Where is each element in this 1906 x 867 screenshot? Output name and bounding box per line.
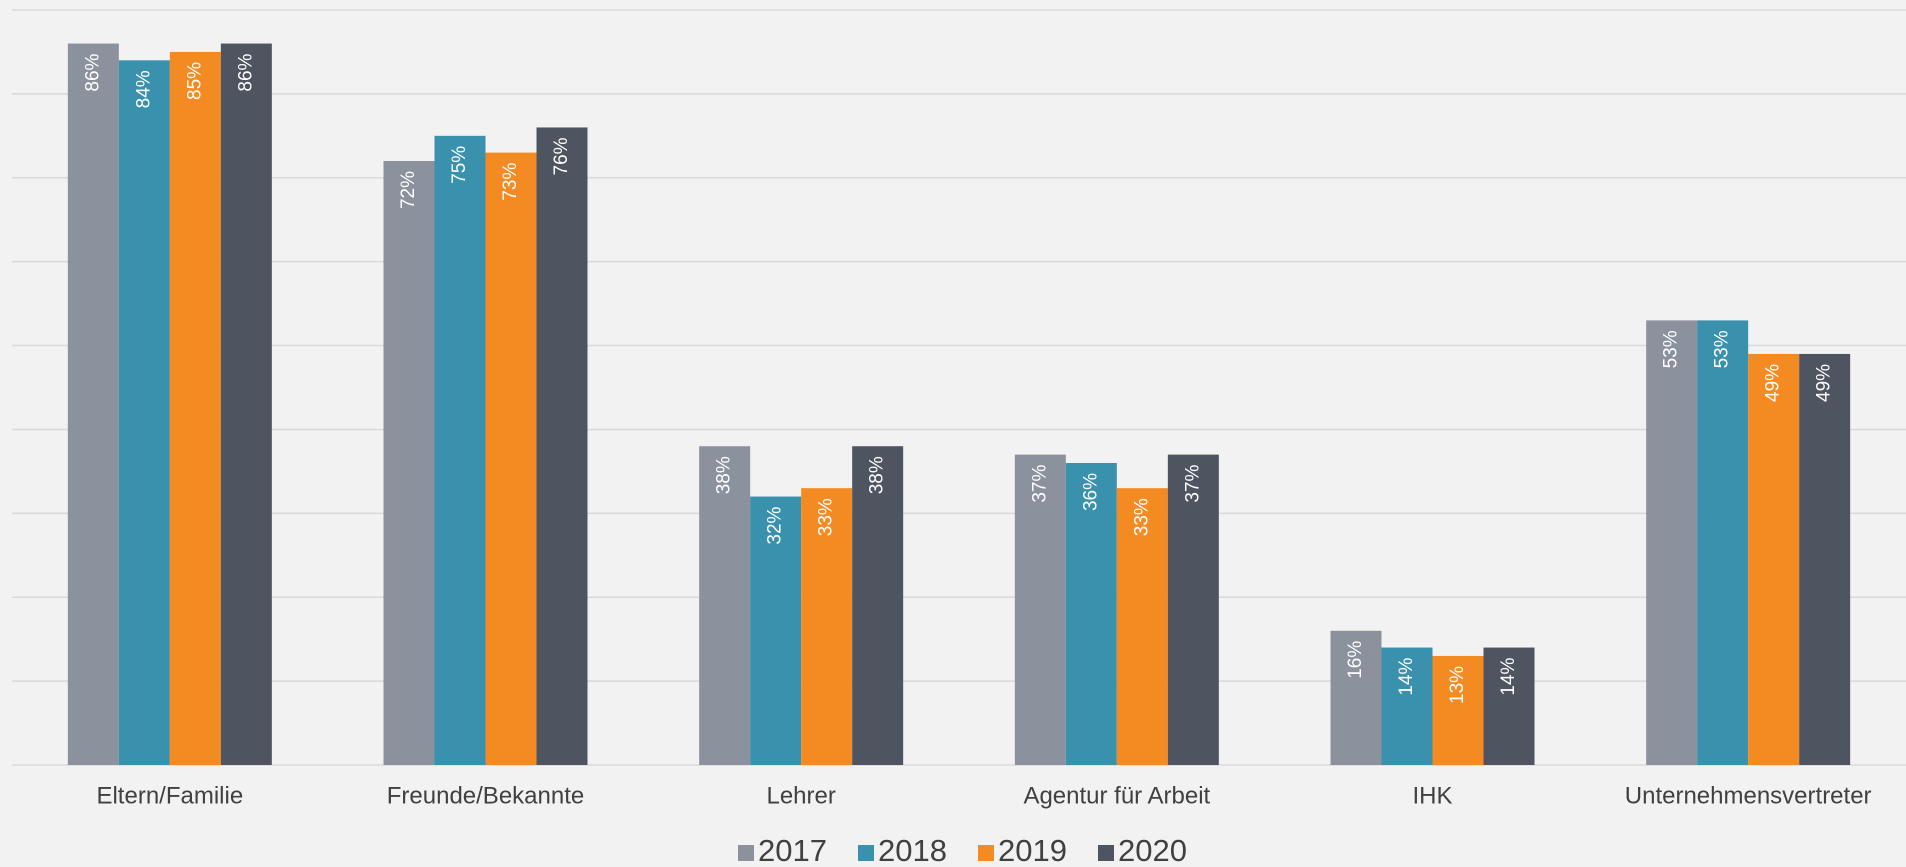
value-label: 85% <box>184 62 205 100</box>
bar <box>750 496 802 765</box>
value-label: 53% <box>1712 330 1733 368</box>
bar <box>1330 630 1382 765</box>
value-label: 53% <box>1661 330 1682 368</box>
x-tick-label: Freunde/Bekannte <box>387 782 584 809</box>
value-label: 33% <box>816 498 837 536</box>
bar <box>1116 488 1168 765</box>
value-label: 38% <box>714 456 735 494</box>
bar <box>1697 320 1749 765</box>
x-tick-label: Lehrer <box>766 782 835 809</box>
value-label: 75% <box>449 146 470 184</box>
value-label: 76% <box>551 137 572 175</box>
x-tick-label: Eltern/Familie <box>96 782 243 809</box>
value-label: 33% <box>1131 498 1152 536</box>
legend-label: 2019 <box>998 833 1067 867</box>
legend-swatch <box>738 845 754 861</box>
x-tick-label: IHK <box>1412 782 1452 809</box>
value-label: 49% <box>1814 364 1835 402</box>
bar <box>852 446 904 765</box>
value-label: 37% <box>1182 465 1203 503</box>
legend-label: 2017 <box>758 833 827 867</box>
bar <box>220 43 272 766</box>
legend-label: 2018 <box>878 833 947 867</box>
bar <box>1381 647 1433 765</box>
bar <box>169 51 221 765</box>
bar <box>801 488 853 765</box>
value-label: 49% <box>1763 364 1784 402</box>
bar <box>1432 655 1484 765</box>
bar <box>1483 647 1535 765</box>
legend-label: 2020 <box>1118 833 1187 867</box>
bar <box>536 127 588 765</box>
legend-swatch <box>1098 845 1114 861</box>
bar <box>1014 454 1066 765</box>
bar <box>1167 454 1219 765</box>
value-label: 16% <box>1345 641 1366 679</box>
value-label: 14% <box>1396 657 1417 695</box>
value-label: 36% <box>1080 473 1101 511</box>
value-label: 86% <box>82 53 103 91</box>
bar <box>1799 353 1851 765</box>
bar <box>1065 463 1117 765</box>
bar <box>118 60 170 766</box>
value-label: 84% <box>133 70 154 108</box>
bar <box>1748 353 1800 765</box>
value-label: 86% <box>235 53 256 91</box>
value-label: 14% <box>1498 657 1519 695</box>
value-label: 13% <box>1447 666 1468 704</box>
bar <box>434 135 486 766</box>
value-label: 37% <box>1029 465 1050 503</box>
bar <box>383 161 435 765</box>
value-label: 72% <box>398 171 419 209</box>
value-label: 32% <box>765 506 786 544</box>
bar <box>67 43 119 766</box>
bar <box>485 152 537 766</box>
bar <box>699 446 751 765</box>
value-label: 73% <box>500 163 521 201</box>
bar <box>1646 320 1698 765</box>
legend-swatch <box>978 845 994 861</box>
value-label: 38% <box>867 456 888 494</box>
x-tick-label: Agentur für Arbeit <box>1023 782 1210 809</box>
legend-swatch <box>858 845 874 861</box>
x-tick-label: Unternehmensvertreter <box>1625 782 1872 809</box>
